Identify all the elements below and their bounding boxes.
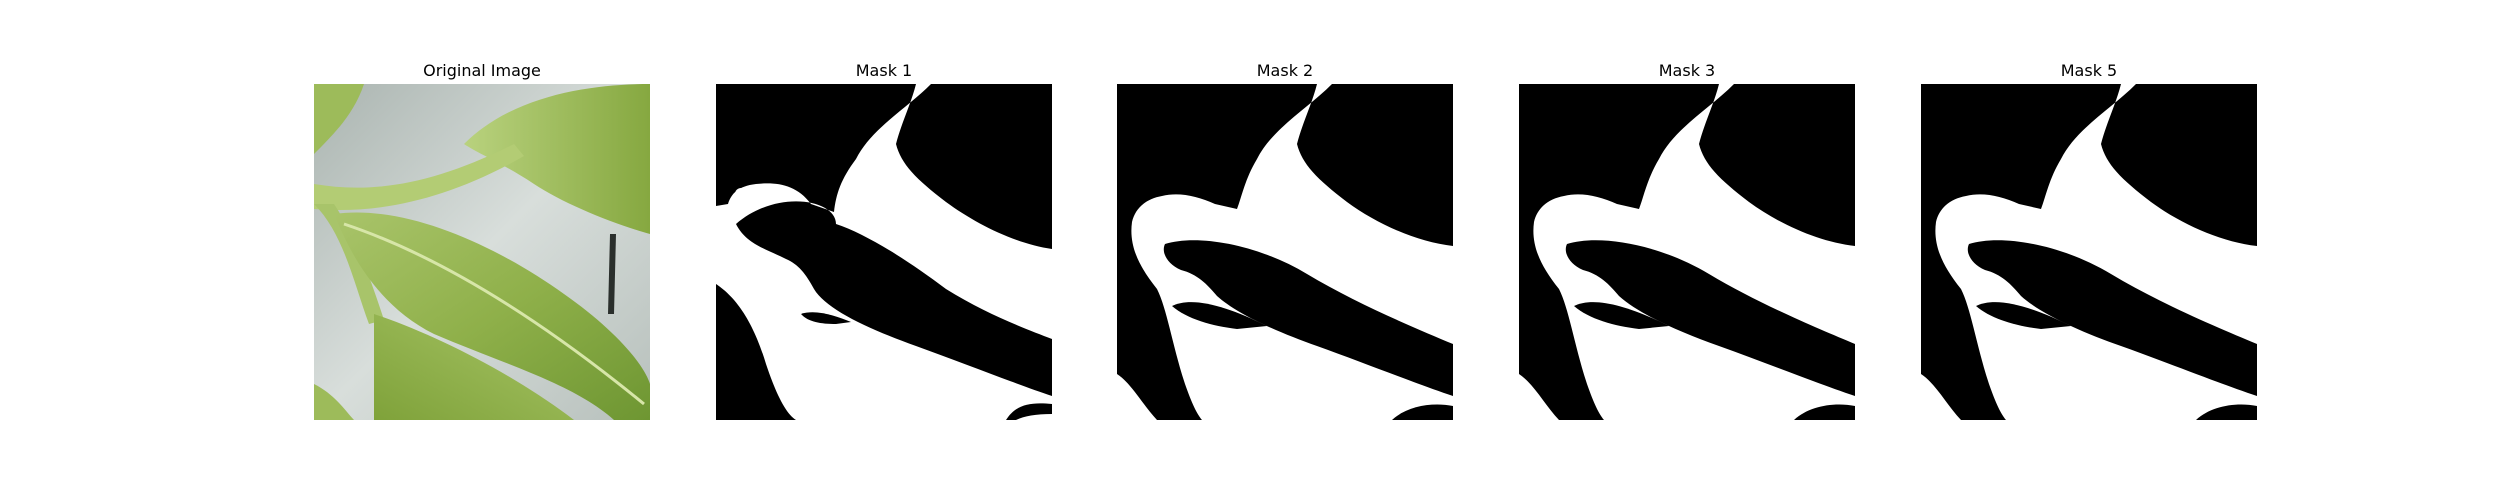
mask-5-image: [1921, 84, 2257, 420]
original-leaf-photo: [314, 84, 650, 420]
panel-title: Original Image: [423, 61, 541, 80]
panel-title: Mask 5: [2060, 61, 2118, 80]
mask-2-image: [1117, 84, 1453, 420]
panel-title: Mask 3: [1658, 61, 1716, 80]
mask-1-image: [716, 84, 1052, 420]
panel-title: Mask 1: [855, 61, 913, 80]
panel-title: Mask 2: [1256, 61, 1314, 80]
mask-3-image: [1519, 84, 1855, 420]
